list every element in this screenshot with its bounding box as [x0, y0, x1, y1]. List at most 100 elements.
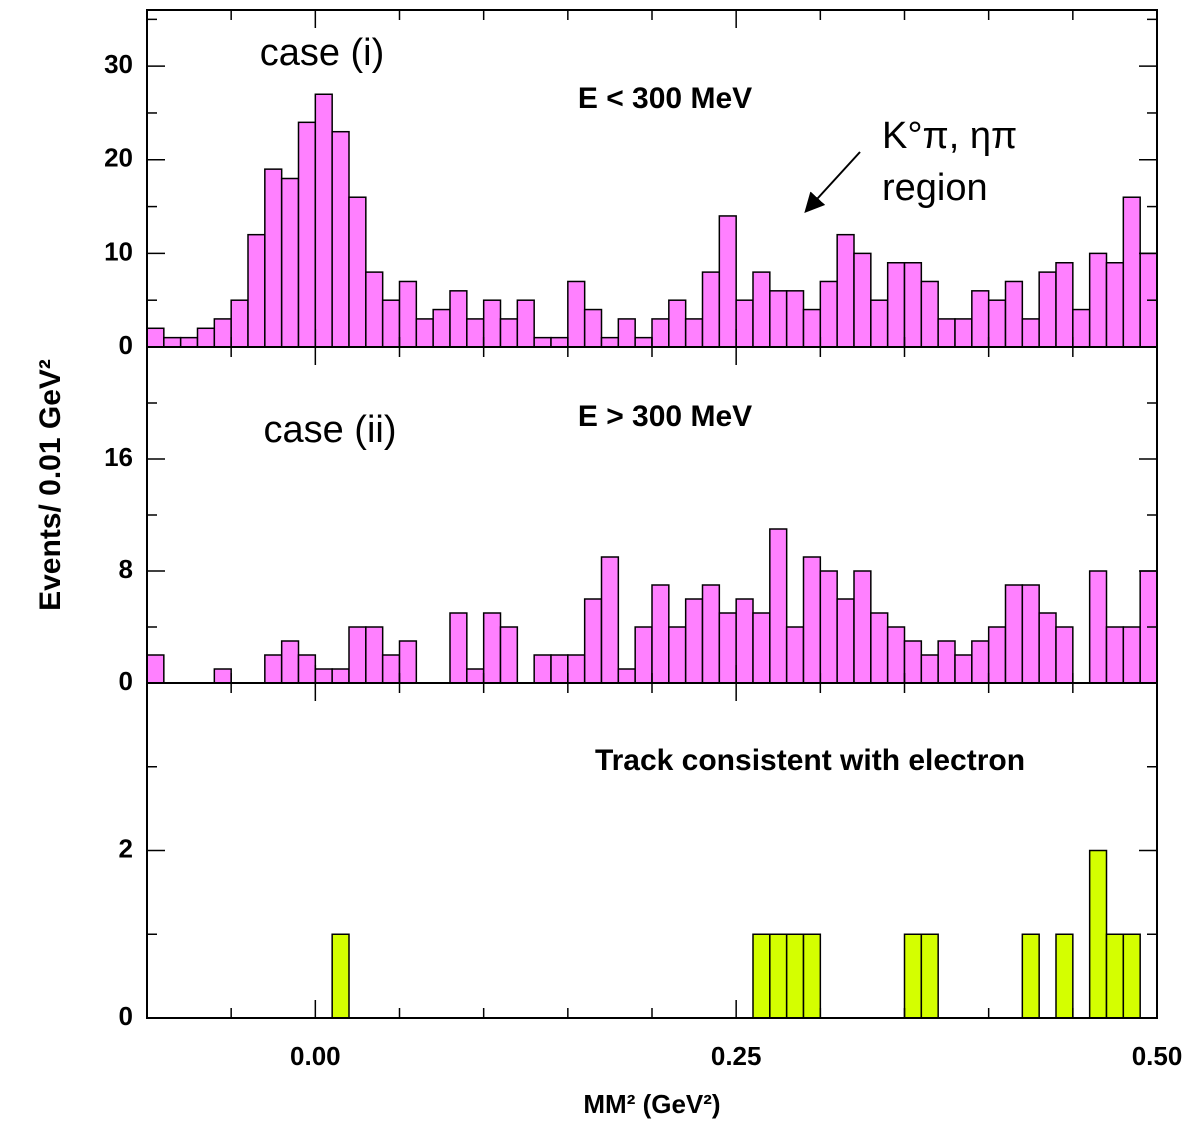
bar — [247, 233, 266, 348]
bar — [785, 290, 805, 348]
bar — [381, 299, 401, 348]
bar — [718, 612, 737, 684]
bar — [617, 668, 636, 684]
bar — [752, 612, 771, 684]
y-tick-label: 8 — [119, 554, 133, 584]
bar — [213, 318, 232, 348]
bar — [1088, 252, 1108, 348]
bar — [752, 933, 771, 1019]
annotation-arrow — [804, 151, 861, 213]
bar — [718, 215, 737, 348]
bar — [954, 318, 973, 348]
bar — [163, 336, 182, 348]
bar — [802, 556, 822, 684]
bar — [886, 626, 906, 684]
annotation: E > 300 MeV — [578, 400, 752, 433]
bar — [1105, 933, 1125, 1019]
bar — [533, 654, 552, 684]
bar — [870, 299, 889, 348]
bar — [1055, 262, 1074, 348]
bar — [264, 654, 283, 684]
bar — [617, 318, 636, 348]
bar — [600, 336, 620, 348]
bar — [567, 654, 586, 684]
bar — [802, 308, 822, 348]
bar — [179, 336, 199, 348]
bar — [466, 318, 485, 348]
y-tick-label: 20 — [104, 143, 133, 173]
bar — [903, 640, 923, 684]
bar — [802, 933, 822, 1019]
y-tick-label: 0 — [119, 666, 133, 696]
bar — [264, 168, 283, 348]
bar — [684, 598, 704, 684]
bar — [213, 668, 232, 684]
bar — [297, 654, 317, 684]
bar — [466, 668, 485, 684]
bar — [1021, 933, 1040, 1019]
bar — [634, 336, 653, 348]
bar — [668, 626, 687, 684]
bar — [634, 626, 653, 684]
bar — [381, 654, 401, 684]
bar — [230, 299, 249, 348]
bar — [920, 654, 939, 684]
bar — [853, 252, 872, 348]
bar — [735, 598, 754, 684]
bar — [516, 299, 535, 348]
x-axis-label: MM² (GeV²) — [583, 1089, 720, 1119]
bar — [449, 612, 468, 684]
bar — [314, 93, 333, 348]
bar — [499, 318, 519, 348]
x-tick-label: 0.25 — [711, 1041, 762, 1071]
bar — [583, 598, 603, 684]
bar — [348, 626, 367, 684]
bar — [1088, 570, 1108, 684]
bar — [1122, 196, 1141, 348]
bar — [314, 668, 333, 684]
bar — [1038, 271, 1057, 348]
bar — [1055, 626, 1074, 684]
bar — [668, 299, 687, 348]
bar — [937, 640, 956, 684]
bar — [398, 280, 418, 348]
bar — [482, 299, 502, 348]
bar — [331, 933, 350, 1019]
bar — [1021, 318, 1040, 348]
bar — [1004, 584, 1024, 684]
bar — [920, 933, 939, 1019]
bar — [937, 318, 956, 348]
y-tick-label: 30 — [104, 49, 133, 79]
x-tick-label: 0.00 — [290, 1041, 341, 1071]
bar — [331, 668, 350, 684]
bar — [365, 626, 384, 684]
bar — [954, 654, 973, 684]
y-tick-label: 0 — [119, 1001, 133, 1031]
bar — [1105, 626, 1125, 684]
annotation: K°π, ηπ — [882, 115, 1017, 157]
bar — [651, 318, 670, 348]
bar — [920, 280, 939, 348]
y-tick-label: 2 — [119, 833, 133, 863]
bar — [550, 336, 569, 348]
bar — [903, 262, 923, 348]
bar — [971, 290, 990, 348]
y-axis-label: Events/ 0.01 GeV² — [34, 359, 67, 611]
bar — [365, 271, 384, 348]
bar — [1072, 308, 1091, 348]
bar — [415, 318, 434, 348]
bar — [1105, 262, 1125, 348]
annotation: case (i) — [260, 32, 385, 74]
y-tick-label: 10 — [104, 236, 133, 266]
bar — [533, 336, 552, 348]
y-tick-label: 16 — [104, 442, 133, 472]
bar — [903, 933, 923, 1019]
bar — [651, 584, 670, 684]
bar — [987, 299, 1007, 348]
bar — [280, 177, 300, 348]
bar — [769, 528, 788, 684]
bar — [1088, 849, 1108, 1019]
bar — [398, 640, 418, 684]
bar — [886, 262, 906, 348]
bar — [870, 612, 889, 684]
